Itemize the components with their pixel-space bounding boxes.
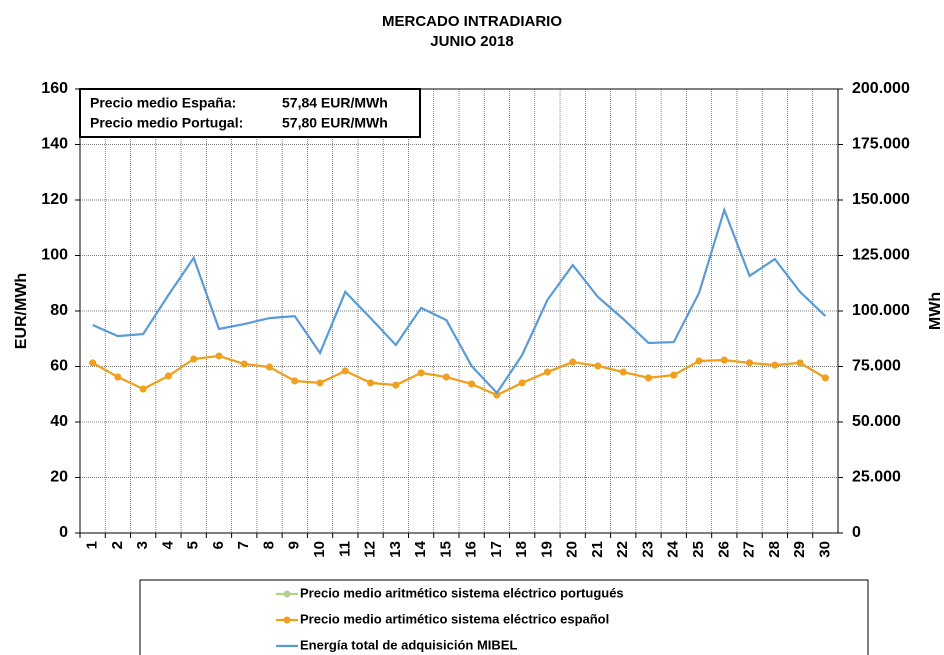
x-tick-label: 20: [564, 541, 581, 558]
x-tick-label: 26: [715, 541, 732, 558]
x-tick-label: 22: [614, 541, 631, 558]
x-tick-label: 15: [437, 541, 454, 558]
x-tick-label: 27: [741, 541, 758, 558]
y-tick-label: 0: [59, 524, 68, 541]
series-marker: [367, 379, 375, 387]
y2-tick-label: 100.000: [852, 302, 910, 319]
series-marker: [746, 359, 754, 367]
x-tick-label: 1: [84, 541, 101, 549]
series-line: [92, 354, 826, 397]
series-marker: [266, 363, 273, 371]
series-marker: [670, 371, 678, 379]
series-marker: [215, 352, 223, 360]
x-tick-label: 2: [109, 541, 126, 549]
annotation-label: Precio medio Portugal:: [90, 115, 243, 131]
x-tick-label: 3: [134, 541, 151, 549]
y2-tick-label: 200.000: [852, 80, 910, 97]
x-tick-label: 8: [260, 541, 277, 549]
y-tick-label: 100: [41, 247, 68, 264]
series-marker: [518, 379, 526, 387]
chart-title: MERCADO INTRADIARIO: [382, 13, 562, 30]
x-tick-label: 19: [538, 541, 555, 558]
series-marker: [645, 374, 652, 382]
y2-tick-label: 175.000: [852, 136, 910, 153]
x-tick-label: 5: [185, 541, 202, 549]
legend-box: [139, 579, 869, 655]
series-marker: [89, 359, 97, 367]
series-marker: [417, 369, 425, 377]
x-tick-label: 18: [513, 541, 530, 558]
y-axis-label: EUR/MWh: [13, 273, 30, 349]
series-marker: [720, 356, 728, 364]
y2-tick-label: 75.000: [852, 358, 901, 375]
x-tick-label: 11: [336, 541, 353, 557]
x-tick-label: 30: [816, 541, 833, 558]
series-marker: [164, 372, 172, 380]
x-tick-label: 17: [488, 541, 505, 558]
y2-tick-label: 0: [852, 524, 861, 541]
y2-tick-label: 25.000: [852, 469, 901, 486]
legend-label: Precio medio aritmético sistema eléctric…: [300, 585, 624, 600]
x-tick-label: 12: [362, 541, 379, 558]
y-tick-label: 160: [41, 80, 68, 97]
x-tick-label: 14: [412, 540, 429, 557]
x-tick-label: 16: [463, 541, 480, 558]
x-tick-label: 28: [766, 541, 783, 558]
series-marker: [543, 368, 551, 376]
y2-axis-label: MWh: [927, 292, 944, 330]
y-tick-label: 40: [50, 413, 68, 430]
x-tick-label: 29: [791, 541, 808, 558]
series-marker: [594, 362, 602, 370]
x-tick-label: 9: [286, 541, 303, 549]
series-marker: [442, 373, 450, 381]
legend-label: Energía total de adquisición MIBEL: [300, 637, 517, 652]
annotation-box: [79, 88, 421, 138]
series-line: [92, 206, 827, 395]
y-tick-label: 120: [41, 191, 68, 208]
series-marker: [190, 355, 198, 363]
x-tick-label: 4: [159, 540, 176, 549]
y-tick-label: 60: [50, 358, 68, 375]
series-marker: [695, 357, 703, 365]
y-tick-label: 20: [50, 469, 68, 486]
series-marker: [341, 367, 349, 375]
series-marker: [114, 373, 122, 381]
series-marker: [821, 374, 829, 382]
x-tick-label: 21: [589, 541, 606, 558]
y2-tick-label: 50.000: [852, 413, 901, 430]
x-tick-label: 13: [387, 541, 404, 558]
annotation-value: 57,80 EUR/MWh: [282, 115, 388, 131]
series-marker: [619, 368, 627, 376]
y2-tick-label: 125.000: [852, 247, 910, 264]
y2-tick-label: 150.000: [852, 191, 910, 208]
series-marker: [392, 381, 400, 389]
legend-marker: [283, 616, 291, 624]
x-tick-label: 10: [311, 541, 328, 558]
series-marker: [139, 385, 147, 393]
series-marker: [569, 358, 577, 366]
y-tick-label: 140: [41, 136, 68, 153]
x-tick-label: 25: [690, 541, 707, 558]
series-marker: [316, 379, 324, 387]
series-marker: [771, 361, 779, 369]
legend-label: Precio medio artimético sistema eléctric…: [300, 611, 609, 626]
x-tick-label: 6: [210, 541, 227, 549]
series-marker: [493, 391, 501, 399]
y-tick-label: 80: [50, 302, 68, 319]
annotation-label: Precio medio España:: [90, 95, 236, 111]
series-marker: [468, 380, 476, 388]
legend-marker: [283, 590, 291, 598]
x-tick-label: 7: [235, 541, 252, 549]
series-marker: [291, 377, 299, 385]
x-tick-label: 23: [639, 541, 656, 558]
series-marker: [240, 360, 248, 368]
chart-subtitle: JUNIO 2018: [430, 33, 513, 50]
x-tick-label: 24: [665, 540, 682, 557]
series-marker: [796, 359, 804, 367]
annotation-value: 57,84 EUR/MWh: [282, 95, 388, 111]
